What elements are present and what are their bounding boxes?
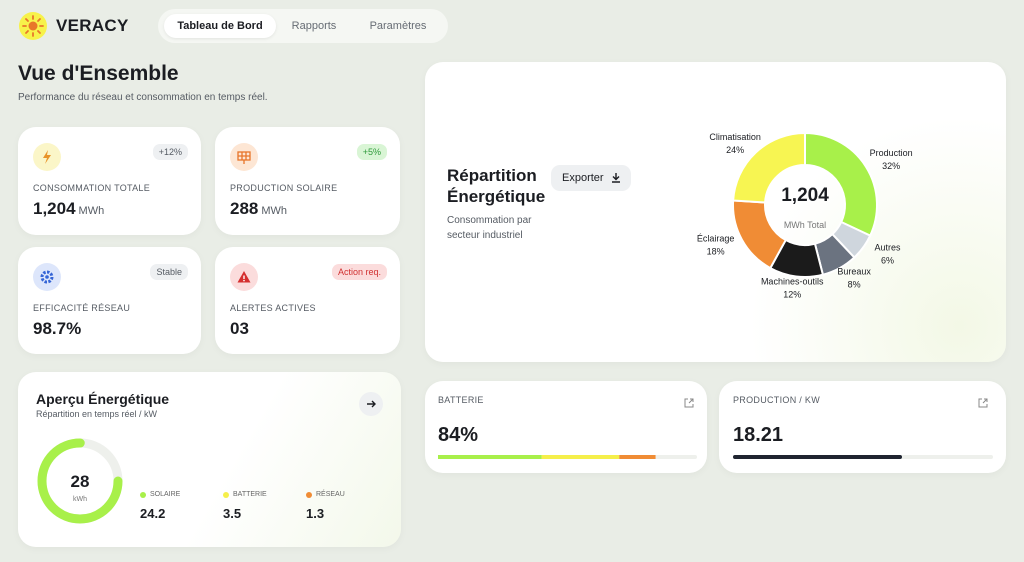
arrow-button[interactable] xyxy=(359,392,383,416)
legend-value: 3.5 xyxy=(223,506,242,521)
unit: MWh xyxy=(261,205,288,217)
kpi-card: Action req. ALERTES ACTIVES 03 xyxy=(215,247,400,354)
legend-value: 24.2 xyxy=(140,506,166,521)
kpi-value: 03 xyxy=(230,319,249,339)
brand: VERACY xyxy=(56,16,129,35)
link-icon[interactable] xyxy=(978,398,988,408)
page-subtitle: Performance du réseau et consommation en… xyxy=(18,92,268,103)
nav-tab[interactable]: Tableau de Bord xyxy=(164,14,276,38)
kpi-card: +12% CONSOMMATION TOTALE 1,204 MWh xyxy=(18,127,201,235)
card-label: BATTERIE xyxy=(438,395,484,405)
donut-chart: Production 32% Autres 6% Bureaux 8% Machines-o… xyxy=(697,131,913,300)
kpi-value: 98.7% xyxy=(33,319,81,339)
bar-segment xyxy=(541,455,620,459)
card-label: PRODUCTION / KW xyxy=(733,395,820,405)
download-icon xyxy=(611,173,620,183)
value: 1,204 xyxy=(33,199,76,218)
legend-value: 1.3 xyxy=(306,506,325,521)
value: 98.7% xyxy=(33,319,82,338)
battery-card: BATTERIE 84% xyxy=(425,381,707,473)
badge: +12% xyxy=(152,144,188,160)
button-label: Exporter xyxy=(562,172,604,184)
chart-title: Répartition Énergétique xyxy=(447,166,546,206)
chart-subtitle: Consommation par secteur industriel xyxy=(447,215,532,241)
slice-value: 24% xyxy=(726,145,744,155)
gauge-value: 28 xyxy=(70,472,90,491)
donut-slice xyxy=(804,131,878,237)
kpi-label: ALERTES ACTIVES xyxy=(230,303,316,313)
slice-label: Bureaux xyxy=(837,267,871,277)
donut-slice xyxy=(732,131,806,204)
icon xyxy=(33,143,61,171)
gauge-unit: kWh xyxy=(73,496,87,503)
nav-bar: Tableau de Bord Rapports Paramètres xyxy=(158,9,448,43)
legend-dot xyxy=(140,492,146,498)
slice-label: Production xyxy=(870,148,913,158)
slice-label: Machines-outils xyxy=(761,276,824,286)
center-label: MWh Total xyxy=(784,220,826,230)
logo xyxy=(19,12,47,40)
bar-segment xyxy=(438,455,542,459)
progress-bar xyxy=(733,455,993,459)
bar-fill xyxy=(733,455,902,459)
kpi-card: Stable EFFICACITÉ RÉSEAU 98.7% xyxy=(18,247,201,354)
slice-label: Éclairage xyxy=(697,233,735,243)
page-title: Vue d'Ensemble xyxy=(18,62,179,85)
kpi-card: +5% PRODUCTION SOLAIRE 288 MWh xyxy=(215,127,400,235)
kpi-value: 1,204 MWh xyxy=(33,199,104,219)
bar-segment xyxy=(619,455,656,459)
kpi-label: CONSOMMATION TOTALE xyxy=(33,183,151,193)
export-button[interactable]: Exporter xyxy=(551,165,631,191)
slice-value: 8% xyxy=(848,280,861,290)
legend-dot xyxy=(223,492,229,498)
kpi-value: 288 MWh xyxy=(230,199,287,219)
kpi-label: EFFICACITÉ RÉSEAU xyxy=(33,303,131,313)
chart-card: Répartition Énergétique Consommation par… xyxy=(425,62,1006,362)
nav-tab[interactable]: Rapports xyxy=(291,20,337,32)
center-value: 1,204 xyxy=(781,185,829,206)
badge: Action req. xyxy=(331,264,387,280)
nav-tab[interactable]: Paramètres xyxy=(369,20,427,32)
production-card: PRODUCTION / KW 18.21 xyxy=(719,381,1006,473)
slice-value: 32% xyxy=(882,161,900,171)
slice-value: 18% xyxy=(707,246,725,256)
slice-value: 6% xyxy=(881,255,894,265)
value: 03 xyxy=(230,319,249,338)
card-subtitle: Répartition en temps réel / kW xyxy=(36,409,158,419)
legend-label: BATTERIE xyxy=(233,491,267,498)
card-title: Aperçu Énergétique xyxy=(36,391,170,407)
gauge xyxy=(37,438,123,524)
overview-card: Aperçu Énergétique Répartition en temps … xyxy=(18,372,401,547)
badge: Stable xyxy=(150,264,188,280)
icon xyxy=(33,263,61,291)
icon xyxy=(230,143,258,171)
unit: MWh xyxy=(78,205,105,217)
progress-bar xyxy=(438,455,697,459)
icon xyxy=(230,263,258,291)
battery-value: 84% xyxy=(438,424,479,446)
badge: +5% xyxy=(356,144,387,160)
value: 288 xyxy=(230,199,259,218)
slice-label: Autres xyxy=(875,242,902,252)
production-value: 18.21 xyxy=(733,424,784,446)
kpi-label: PRODUCTION SOLAIRE xyxy=(230,183,338,193)
legend-label: SOLAIRE xyxy=(150,491,181,498)
slice-label: Climatisation xyxy=(709,132,761,142)
legend-dot xyxy=(306,492,312,498)
legend-label: RÉSEAU xyxy=(316,491,345,498)
gauge-arc xyxy=(37,438,123,524)
link-icon[interactable] xyxy=(684,398,694,408)
slice-value: 12% xyxy=(783,289,801,299)
